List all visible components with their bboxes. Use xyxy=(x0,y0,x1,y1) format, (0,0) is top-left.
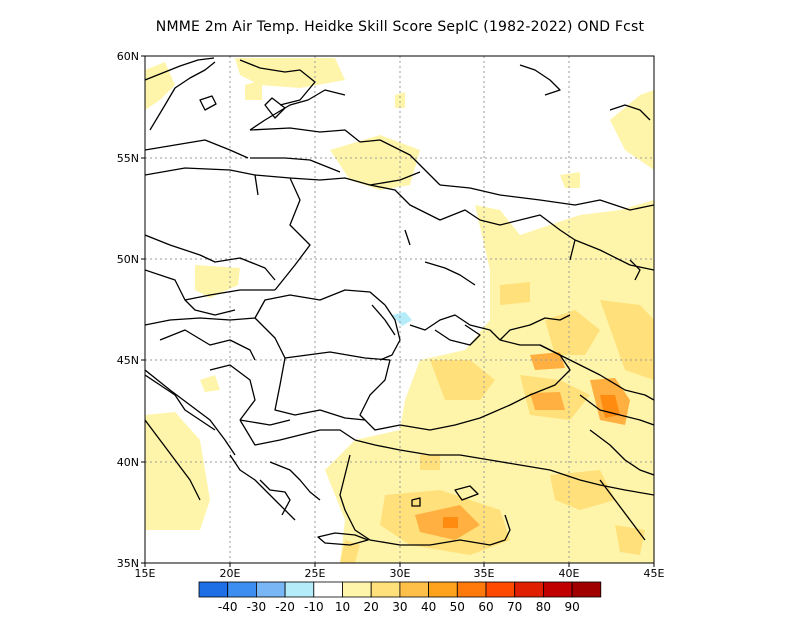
colorbar-label: 40 xyxy=(421,600,436,614)
x-tick-label: 20E xyxy=(220,567,241,580)
colorbar-label: 90 xyxy=(564,600,579,614)
colorbar-label: -30 xyxy=(247,600,267,614)
colorbar-label: 50 xyxy=(450,600,465,614)
colorbar-swatch xyxy=(227,581,257,598)
colorbar-label: 60 xyxy=(478,600,493,614)
skill-shading-50 xyxy=(443,395,620,528)
colorbar-swatch xyxy=(456,581,487,598)
colorbar-label: 70 xyxy=(507,600,522,614)
x-tick-label: 35E xyxy=(474,567,495,580)
colorbar-swatch xyxy=(313,581,343,598)
y-tick-label: 50N xyxy=(117,253,139,266)
colorbar-swatch xyxy=(428,581,458,598)
y-tick-label: 40N xyxy=(117,456,139,469)
y-tick-label: 55N xyxy=(117,152,139,165)
colorbar-swatch xyxy=(514,581,544,598)
colorbar-label: 30 xyxy=(392,600,407,614)
colorbar-label: -40 xyxy=(218,600,238,614)
colorbar-swatch xyxy=(255,581,286,598)
colorbar-swatch xyxy=(399,581,429,598)
coastlines-and-borders xyxy=(145,57,654,546)
colorbar-swatch xyxy=(284,581,315,598)
y-tick-label: 35N xyxy=(117,557,139,570)
colorbar-swatch xyxy=(342,581,372,598)
colorbar-swatch xyxy=(543,581,573,598)
x-tick-label: 45E xyxy=(644,567,665,580)
colorbar-swatch xyxy=(485,581,516,598)
colorbar-label: -20 xyxy=(275,600,295,614)
map-title: NMME 2m Air Temp. Heidke Skill Score Sep… xyxy=(155,19,645,35)
y-tick-label: 45N xyxy=(117,354,139,367)
x-tick-label: 30E xyxy=(390,567,411,580)
colorbar-swatch xyxy=(370,581,401,598)
y-tick-label: 60N xyxy=(117,50,139,63)
skill-shading-negative xyxy=(392,312,412,326)
x-tick-label: 40E xyxy=(559,567,580,580)
x-tick-label: 25E xyxy=(305,567,326,580)
x-tick-label: 15E xyxy=(135,567,156,580)
colorbar-swatch xyxy=(571,581,602,598)
colorbar-swatch xyxy=(198,581,229,598)
colorbar-label: -10 xyxy=(304,600,324,614)
colorbar-label: 20 xyxy=(364,600,379,614)
colorbar-label: 80 xyxy=(536,600,551,614)
colorbar-label: 10 xyxy=(335,600,350,614)
